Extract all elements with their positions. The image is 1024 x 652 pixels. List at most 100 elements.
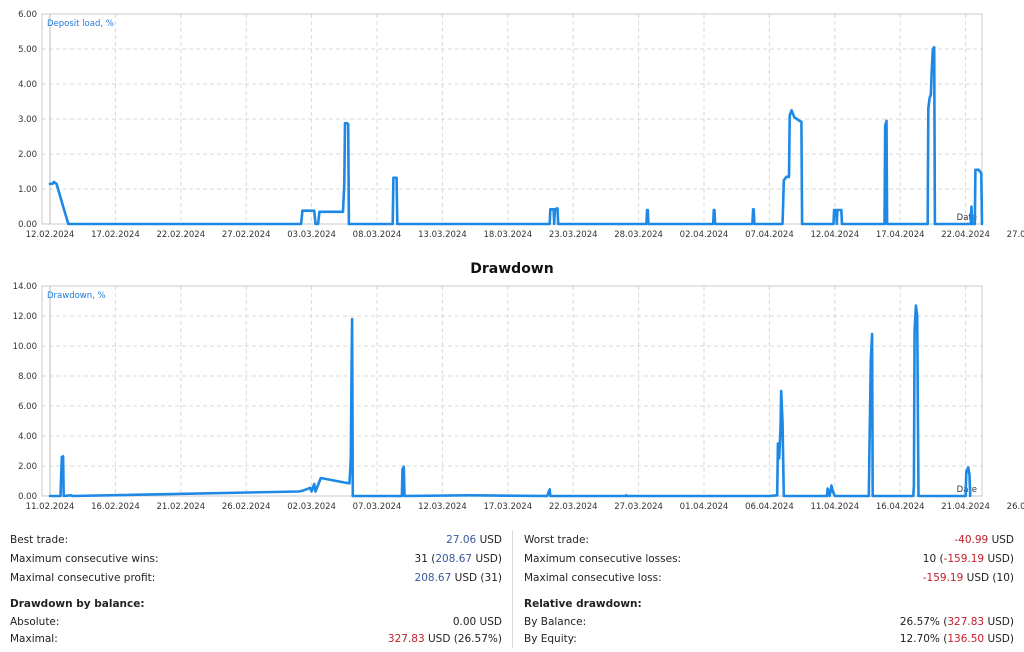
by-equity-row: By Equity: 12.70% (136.50 USD) [524, 633, 1014, 645]
drawdown-chart-title: Drawdown [470, 261, 554, 277]
x-tick-label: 16.04.2024 [876, 502, 925, 512]
series-line [48, 304, 972, 498]
x-tick-label: 12.02.2024 [26, 230, 75, 240]
x-axis-label: Date [957, 213, 977, 223]
worst-trade-value: -40.99 [954, 534, 989, 546]
x-tick-label: 11.04.2024 [810, 502, 859, 512]
drawdown-by-balance-heading-row: Drawdown by balance: [10, 596, 502, 612]
x-tick-label: 17.02.2024 [91, 230, 140, 240]
max-cons-wins-label: Maximum consecutive wins: [10, 553, 159, 565]
x-tick-label: 12.03.2024 [418, 502, 467, 512]
max-cons-profit-count: 31 [484, 572, 498, 584]
x-tick-label: 03.03.2024 [287, 230, 336, 240]
y-tick-label: 6.00 [18, 402, 37, 412]
x-tick-label: 26.02.2024 [222, 502, 271, 512]
max-cons-losses-label: Maximum consecutive losses: [524, 553, 682, 565]
x-tick-label: 17.03.2024 [483, 502, 532, 512]
maximal-amount: 327.83 [387, 633, 425, 645]
max-cons-profit-label: Maximal consecutive profit: [10, 572, 156, 584]
x-tick-label: 08.03.2024 [353, 230, 402, 240]
y-tick-label: 2.00 [18, 462, 37, 472]
max-cons-loss-count: 10 [996, 572, 1010, 584]
max-cons-loss-row: Maximal consecutive loss: -159.19 USD (1… [524, 572, 1014, 584]
deposit-load-chart: 0.00 1.00 2.00 3.00 4.00 5.00 6.00 12.02.2024 17… [18, 10, 1024, 240]
x-tick-label: 01.04.2024 [680, 502, 729, 512]
max-cons-loss-label: Maximal consecutive loss: [524, 572, 662, 584]
max-cons-profit-amount: 208.67 [414, 572, 452, 584]
x-tick-label: 26.04.2024 [1007, 502, 1024, 512]
max-cons-wins-row: Maximum consecutive wins: 31 (208.67 USD… [10, 553, 502, 565]
max-cons-losses-row: Maximum consecutive losses: 10 (-159.19 … [524, 553, 1014, 565]
x-tick-label: 23.03.2024 [549, 230, 598, 240]
max-cons-wins-unit: USD [475, 553, 498, 565]
best-trade-unit: USD [479, 534, 502, 546]
x-tick-label: 06.04.2024 [745, 502, 794, 512]
y-tick-label: 3.00 [18, 115, 37, 125]
max-cons-losses-amount: -159.19 [943, 553, 985, 565]
best-trade-row: Best trade: 27.06 USD [10, 532, 502, 548]
max-cons-wins-count: 31 [414, 553, 428, 565]
x-tick-label: 28.03.2024 [614, 230, 663, 240]
absolute-value: 0.00 USD [452, 616, 502, 628]
maximal-row: Maximal: 327.83 USD (26.57%) [10, 631, 502, 647]
by-balance-label: By Balance: [524, 616, 587, 628]
series-line [48, 46, 984, 226]
worst-trade-unit: USD [991, 534, 1014, 546]
max-cons-loss-unit: USD [966, 572, 990, 584]
by-equity-label: By Equity: [524, 633, 577, 645]
x-tick-label: 27.02.2024 [222, 230, 271, 240]
max-cons-losses-unit: USD [987, 553, 1010, 565]
max-cons-wins-amount: 208.67 [435, 553, 473, 565]
y-tick-label: 12.00 [13, 312, 37, 322]
by-balance-row: By Balance: 26.57% (327.83 USD) [524, 616, 1014, 628]
x-tick-label: 16.02.2024 [91, 502, 140, 512]
series-label: Deposit load, % [47, 19, 114, 29]
x-tick-label: 18.03.2024 [483, 230, 532, 240]
x-tick-label: 22.04.2024 [941, 230, 990, 240]
by-equity-unit: USD [987, 633, 1010, 645]
y-tick-label: 14.00 [13, 282, 37, 292]
by-equity-amount: 136.50 [947, 633, 985, 645]
maximal-rest: USD (26.57%) [427, 633, 502, 645]
by-balance-amount: 327.83 [947, 616, 985, 628]
worst-trade-row: Worst trade: -40.99 USD [524, 532, 1014, 548]
y-tick-label: 8.00 [18, 372, 37, 382]
best-trade-label: Best trade: [10, 534, 69, 546]
absolute-label: Absolute: [10, 616, 60, 628]
by-balance-unit: USD [987, 616, 1010, 628]
y-tick-label: 5.00 [18, 45, 37, 55]
y-tick-label: 0.00 [18, 220, 37, 230]
y-tick-label: 4.00 [18, 432, 37, 442]
max-cons-profit-unit: USD [454, 572, 478, 584]
drawdown-chart: 0.00 2.00 4.00 6.00 8.00 10.00 12.00 14.00 11.02… [13, 282, 1024, 512]
x-tick-label: 17.04.2024 [876, 230, 925, 240]
y-tick-label: 0.00 [18, 492, 37, 502]
x-tick-label: 13.03.2024 [418, 230, 467, 240]
max-cons-profit-row: Maximal consecutive profit: 208.67 USD (… [10, 572, 502, 584]
x-tick-label: 02.04.2024 [680, 230, 729, 240]
x-tick-label: 02.03.2024 [287, 502, 336, 512]
x-tick-label: 07.03.2024 [353, 502, 402, 512]
y-tick-label: 1.00 [18, 185, 37, 195]
y-tick-label: 2.00 [18, 150, 37, 160]
by-equity-pct: 12.70% [899, 633, 940, 645]
x-tick-label: 27.04.2024 [1007, 230, 1024, 240]
stats-column-divider [512, 530, 513, 648]
x-tick-label: 11.02.2024 [26, 502, 75, 512]
drawdown-by-balance-heading: Drawdown by balance: [10, 598, 145, 610]
x-tick-label: 07.04.2024 [745, 230, 794, 240]
relative-drawdown-heading-row: Relative drawdown: [524, 596, 1014, 612]
x-tick-label: 21.04.2024 [941, 502, 990, 512]
x-tick-label: 22.02.2024 [156, 230, 205, 240]
y-tick-label: 6.00 [18, 10, 37, 20]
by-balance-pct: 26.57% [899, 616, 940, 628]
y-tick-label: 4.00 [18, 80, 37, 90]
x-tick-label: 21.02.2024 [156, 502, 205, 512]
relative-drawdown-heading: Relative drawdown: [524, 598, 642, 610]
max-cons-loss-amount: -159.19 [922, 572, 964, 584]
x-tick-label: 27.03.2024 [614, 502, 663, 512]
y-tick-label: 10.00 [13, 342, 37, 352]
x-tick-label: 12.04.2024 [810, 230, 859, 240]
max-cons-losses-count: 10 [922, 553, 937, 565]
worst-trade-label: Worst trade: [524, 534, 589, 546]
